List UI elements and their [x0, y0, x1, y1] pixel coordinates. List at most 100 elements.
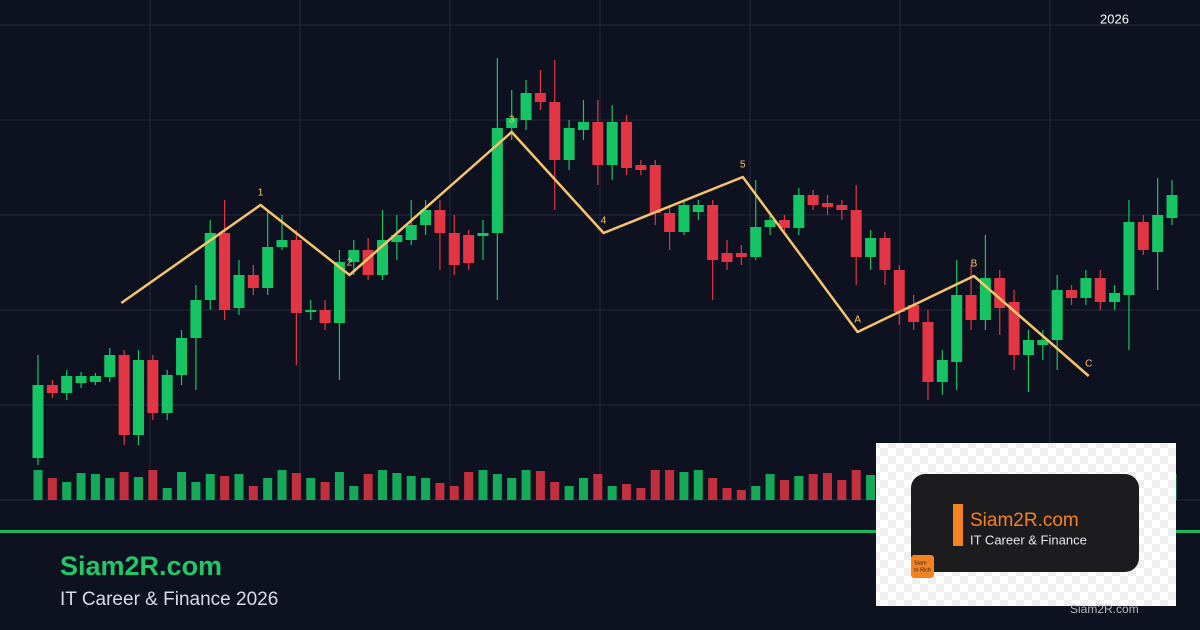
volume-bar	[650, 470, 660, 500]
candle-body	[865, 238, 877, 257]
candle-body	[994, 278, 1006, 308]
logo-bar	[953, 504, 963, 546]
volume-bar	[105, 478, 115, 500]
candle-body	[477, 233, 489, 236]
volume-bar	[306, 478, 316, 500]
candle-body	[879, 238, 891, 270]
candle-body	[908, 305, 920, 322]
candle-body	[1008, 302, 1020, 355]
candle-body	[1022, 340, 1034, 355]
candle-body	[936, 360, 948, 382]
volume-bar	[90, 474, 100, 500]
candle-body	[1094, 278, 1106, 302]
volume-bar	[507, 478, 517, 500]
candle-body	[75, 376, 87, 383]
volume-bar	[665, 470, 675, 500]
volume-bar	[521, 470, 531, 500]
candle-body	[219, 233, 231, 310]
badge-line: to Rich	[914, 567, 931, 573]
candle-body	[176, 338, 188, 375]
candle-body	[1166, 195, 1178, 218]
volume-bar	[808, 474, 818, 500]
candle-body	[491, 128, 503, 233]
candle-body	[1051, 290, 1063, 340]
divider	[0, 530, 1200, 533]
volume-bar	[607, 486, 617, 500]
volume-bar	[62, 482, 72, 500]
volume-bar	[435, 483, 445, 500]
volume-bar	[535, 471, 545, 500]
candle-body	[118, 355, 130, 435]
candle-body	[1152, 215, 1164, 252]
volume-bar	[822, 473, 832, 500]
volume-bar	[220, 476, 230, 500]
volume-bar	[148, 470, 158, 500]
candle-body	[836, 205, 848, 210]
candle-body	[965, 295, 977, 320]
candle-body	[764, 220, 776, 227]
badge-line: Siam	[914, 560, 927, 566]
candle-body	[1137, 222, 1149, 250]
volume-bar	[392, 473, 402, 500]
volume-bar	[679, 472, 689, 500]
volume-bar	[794, 476, 804, 500]
wave-line	[120, 130, 1090, 377]
volume-bar	[277, 470, 287, 500]
volume-bar	[708, 478, 718, 500]
candle-body	[290, 240, 302, 313]
volume-bar	[636, 488, 646, 500]
volume-bar	[363, 474, 373, 500]
candle-body	[104, 355, 116, 377]
candle-body	[348, 250, 360, 262]
candle-body	[534, 93, 546, 102]
volume-bar	[622, 484, 632, 500]
candle-body	[233, 275, 245, 308]
candle-body	[61, 376, 73, 393]
candle-body	[247, 275, 259, 288]
candle-body	[922, 322, 934, 382]
candle-body	[979, 278, 991, 320]
volume-bar	[133, 477, 143, 500]
candle-body	[1109, 293, 1121, 302]
footer-title: Siam2R.com	[60, 551, 222, 581]
volume-bar	[564, 486, 574, 500]
volume-bar	[693, 470, 703, 500]
candle-body	[678, 205, 690, 232]
volume-bar	[47, 478, 57, 500]
volume-bar	[464, 472, 474, 500]
candle-body	[305, 310, 317, 312]
volume-bar	[851, 470, 861, 500]
candle-body	[506, 118, 518, 128]
volume-bar	[492, 474, 502, 500]
candle-body	[692, 205, 704, 212]
candle-body	[333, 262, 345, 323]
candle-body	[577, 122, 589, 130]
volume-bar	[751, 486, 761, 500]
candle-body	[563, 128, 575, 160]
volume-bar	[320, 482, 330, 500]
candle-body	[391, 235, 403, 242]
volume-bar	[248, 486, 258, 500]
volume-bar	[779, 480, 789, 500]
volume-bar	[334, 472, 344, 500]
candle-body	[778, 220, 790, 228]
footer-subtitle: IT Career & Finance 2026	[60, 589, 278, 610]
volume-bar	[421, 478, 431, 500]
candle-body	[377, 240, 389, 275]
volume-bar	[177, 472, 187, 500]
volume-bar	[119, 472, 129, 500]
wave-label: 5	[740, 160, 746, 171]
candle-body	[621, 122, 633, 168]
candle-body	[549, 102, 561, 160]
volume-bar	[378, 470, 388, 500]
candle-body	[1066, 290, 1078, 298]
volume-bar	[866, 475, 876, 500]
candle-body	[46, 385, 58, 393]
candle-body	[649, 165, 661, 213]
candle-body	[147, 360, 159, 413]
candle-body	[721, 253, 733, 262]
candle-body	[735, 253, 747, 257]
wave-label: A	[854, 315, 861, 326]
volume-bar	[550, 482, 560, 500]
